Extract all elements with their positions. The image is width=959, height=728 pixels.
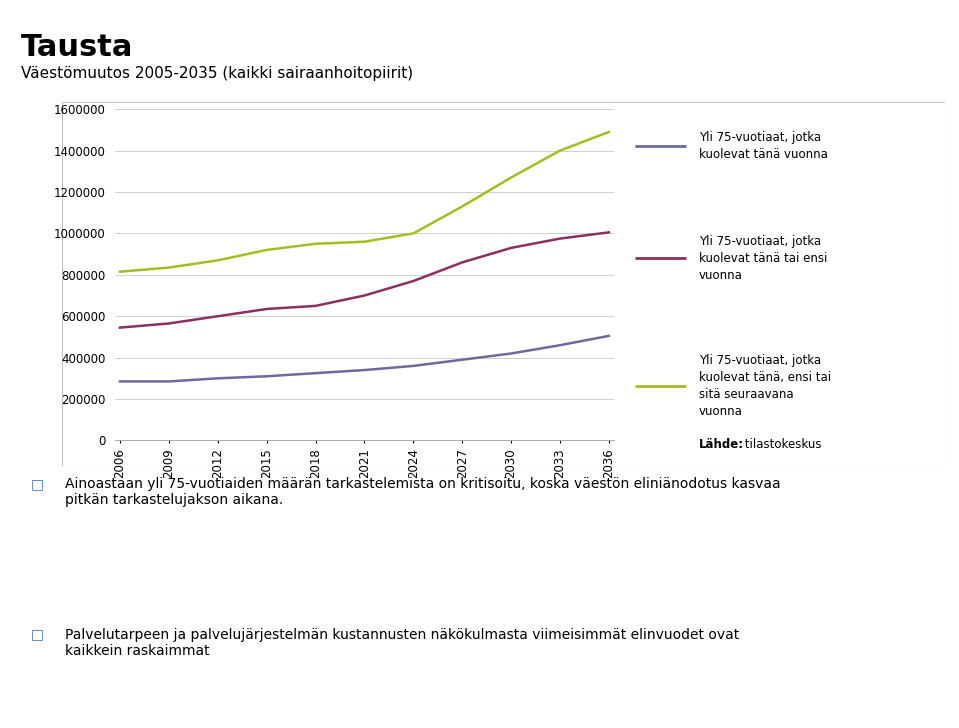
Text: Ainoastaan yli 75-vuotiaiden määrän tarkastelemista on kritisoitu, koska väestön: Ainoastaan yli 75-vuotiaiden määrän tark… — [65, 477, 781, 507]
Text: □: □ — [31, 477, 44, 491]
Text: 16: 16 — [467, 692, 492, 710]
Text: Väestömuutos 2005-2035 (kaikki sairaanhoitopiirit): Väestömuutos 2005-2035 (kaikki sairaanho… — [21, 66, 413, 81]
Text: tilastokeskus: tilastokeskus — [740, 438, 821, 451]
Text: Lähde:: Lähde: — [699, 438, 744, 451]
Text: □: □ — [31, 628, 44, 641]
Text: Palvelutarpeen ja palvelujärjestelmän kustannusten näkökulmasta viimeisimmät eli: Palvelutarpeen ja palvelujärjestelmän ku… — [65, 628, 739, 657]
Text: Yli 75-vuotiaat, jotka
kuolevat tänä tai ensi
vuonna: Yli 75-vuotiaat, jotka kuolevat tänä tai… — [699, 235, 828, 282]
Text: Yli 75-vuotiaat, jotka
kuolevat tänä, ensi tai
sitä seuraavana
vuonna: Yli 75-vuotiaat, jotka kuolevat tänä, en… — [699, 354, 830, 418]
Text: Yli 75-vuotiaat, jotka
kuolevat tänä vuonna: Yli 75-vuotiaat, jotka kuolevat tänä vuo… — [699, 130, 828, 161]
Text: Tausta: Tausta — [21, 33, 133, 62]
